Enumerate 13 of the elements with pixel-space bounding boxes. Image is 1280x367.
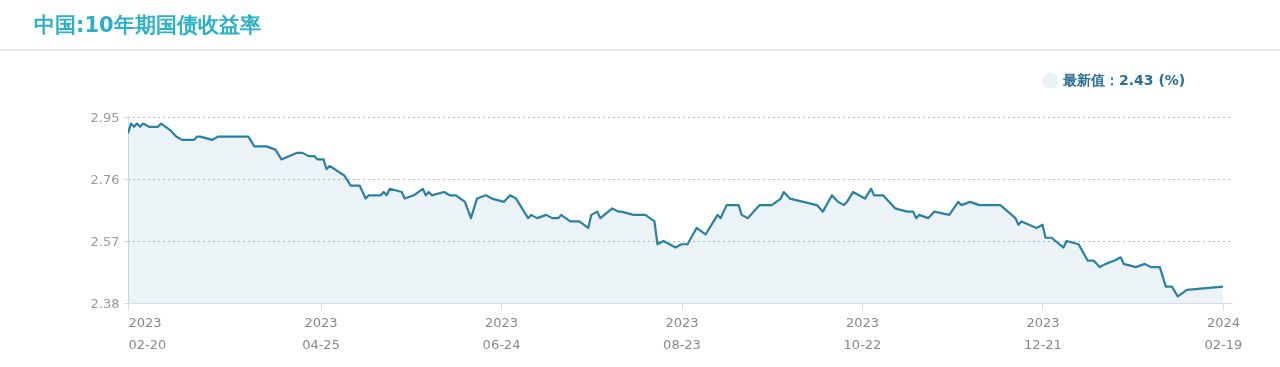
y-tick-label: 2.76: [90, 171, 120, 187]
y-tick-label: 2.57: [90, 233, 120, 249]
y-tick-label: 2.38: [90, 295, 120, 311]
y-tick-label: 2.95: [90, 109, 120, 125]
chart-title: 中国:10年期国债收益率: [0, 0, 1280, 51]
x-tick-label: 2023 06-24: [482, 314, 521, 352]
x-tick-label: 2023 04-25: [302, 314, 340, 352]
x-tick-label: 2024 02-19: [1204, 314, 1243, 352]
x-tick-label: 2023 10-22: [843, 314, 882, 352]
x-tick-label: 2023 08-23: [663, 314, 701, 352]
legend-label: 最新值：2.43 (%): [1062, 71, 1186, 88]
x-tick-label: 2023 12-21: [1024, 314, 1062, 352]
x-tick-label: 2023 02-20: [128, 314, 167, 352]
